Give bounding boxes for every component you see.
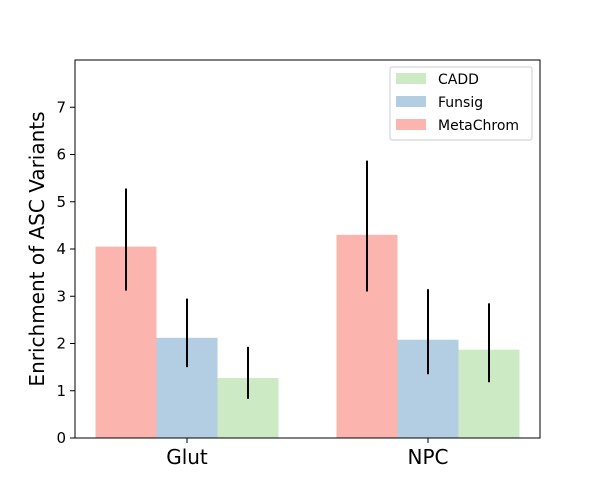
legend-label-funsig: Funsig [438, 95, 483, 111]
y-axis: 0 1 2 3 4 5 6 7 [56, 98, 75, 447]
x-axis: Glut NPC [166, 438, 449, 469]
legend-swatch-cadd [396, 73, 426, 84]
error-bars-group [125, 160, 490, 399]
bars-group [95, 234, 520, 438]
x-tick-label: NPC [408, 445, 449, 469]
legend-swatch-funsig [396, 96, 426, 107]
x-tick-label: Glut [166, 445, 208, 469]
y-axis-label: Enrichment of ASC Variants [25, 111, 49, 386]
y-tick-label: 2 [56, 335, 66, 353]
y-tick-label: 5 [56, 193, 66, 211]
legend-swatch-metachrom [396, 119, 426, 130]
y-tick-label: 4 [56, 240, 66, 258]
legend: CADD Funsig MetaChrom [389, 66, 533, 141]
y-tick-label: 3 [56, 287, 66, 305]
legend-label-metachrom: MetaChrom [438, 118, 519, 134]
y-tick-label: 1 [56, 382, 66, 400]
y-tick-label: 0 [56, 429, 66, 447]
y-tick-label: 6 [56, 146, 66, 164]
y-tick-label: 7 [56, 98, 66, 116]
legend-label-cadd: CADD [438, 72, 479, 88]
